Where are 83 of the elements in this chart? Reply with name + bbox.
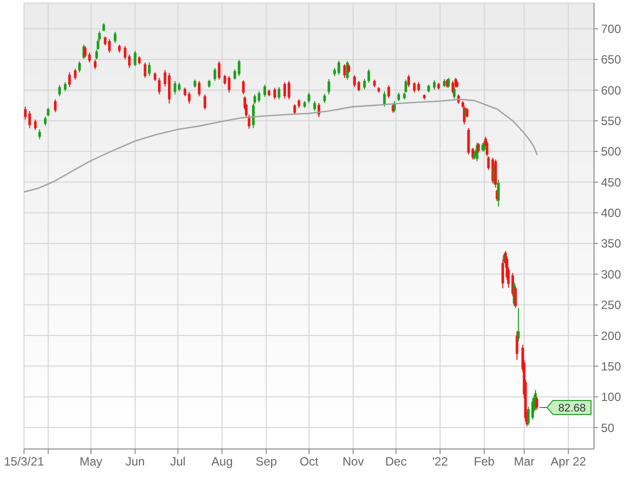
- candlestick: [328, 78, 330, 95]
- x-tick-label: 15/3/21: [4, 454, 44, 469]
- candlestick: [134, 50, 136, 67]
- line-series: [24, 98, 538, 193]
- candlestick: [234, 68, 236, 80]
- candlestick: [204, 94, 206, 110]
- x-tick-label: Apr 22: [550, 454, 586, 469]
- candlestick: [273, 87, 276, 100]
- candlestick: [28, 110, 31, 129]
- candlestick: [367, 68, 370, 84]
- candlestick: [263, 84, 266, 98]
- candlestick: [34, 119, 37, 130]
- candlestick: [64, 82, 67, 92]
- candlestick: [313, 100, 316, 112]
- candlestick: [78, 60, 81, 73]
- candlestick: [198, 80, 201, 97]
- candlestick: [74, 68, 77, 80]
- candlestick: [114, 31, 116, 44]
- y-tick-label: 50: [601, 420, 615, 435]
- y-tick-label: 500: [601, 144, 622, 159]
- y-tick-label: 300: [601, 267, 622, 282]
- candlestick: [188, 91, 191, 104]
- candlestick: [228, 76, 230, 94]
- x-tick-label: Feb: [474, 454, 495, 469]
- x-tick-label: Dec: [385, 454, 407, 469]
- candlestick: [158, 77, 161, 95]
- candlestick: [517, 307, 520, 342]
- candlestick: [258, 90, 260, 103]
- candlestick: [323, 93, 326, 104]
- x-tick-label: Sep: [256, 454, 278, 469]
- candlestick: [363, 78, 366, 90]
- candlestick: [44, 116, 47, 126]
- candlestick: [94, 58, 96, 70]
- x-tick-label: Oct: [300, 454, 319, 469]
- candlestick: [54, 98, 57, 113]
- candlestick: [467, 128, 470, 156]
- candlestick: [288, 80, 290, 100]
- candlestick: [238, 60, 240, 77]
- candlestick: [84, 45, 87, 58]
- y-tick-label: 700: [601, 22, 622, 36]
- candlestick: [24, 106, 27, 120]
- candlestick: [68, 72, 71, 88]
- x-tick-label: Jun: [125, 454, 145, 469]
- candlestick: [278, 86, 280, 100]
- candlestick: [407, 74, 410, 88]
- candlestick: [383, 90, 386, 108]
- y-tick-label: 100: [601, 390, 622, 404]
- x-tick-label: May: [80, 454, 102, 469]
- y-tick-label: 600: [601, 83, 622, 98]
- candlestick: [174, 80, 176, 95]
- x-tick-label: '22: [432, 454, 448, 469]
- candlestick: [144, 62, 146, 78]
- candlestick: [224, 74, 226, 86]
- y-tick-label: 250: [601, 298, 622, 312]
- y-tick-label: 200: [601, 328, 622, 343]
- y-tick-label: 450: [601, 175, 622, 190]
- candlestick: [433, 80, 436, 90]
- candlestick: [413, 82, 416, 94]
- candlestick: [218, 60, 220, 80]
- candlestick: [214, 68, 216, 82]
- candlestick: [88, 52, 91, 64]
- y-tick-label: 550: [601, 114, 622, 128]
- x-tick-label: Jul: [170, 454, 186, 469]
- candlestick: [353, 74, 356, 88]
- candlestick: [343, 64, 346, 78]
- candlestick: [108, 38, 111, 54]
- candlestick: [283, 82, 286, 100]
- y-tick-label: 400: [601, 206, 622, 220]
- y-tick-label: 650: [601, 52, 622, 67]
- candlestick: [417, 82, 420, 92]
- x-tick-label: Nov: [342, 454, 364, 469]
- x-tick-label: Mar: [514, 454, 535, 469]
- annotation: 82.68: [558, 402, 586, 414]
- candlestick: [387, 84, 390, 99]
- y-tick-label: 350: [601, 236, 622, 251]
- candlestick: [58, 84, 61, 97]
- candlestick: [338, 60, 340, 76]
- candlestick: [148, 62, 151, 77]
- candlestick: [308, 92, 310, 104]
- candlestick: [242, 80, 245, 95]
- candlestick: [168, 72, 171, 104]
- y-tick-label: 150: [601, 359, 622, 374]
- x-tick-label: Aug: [211, 454, 233, 469]
